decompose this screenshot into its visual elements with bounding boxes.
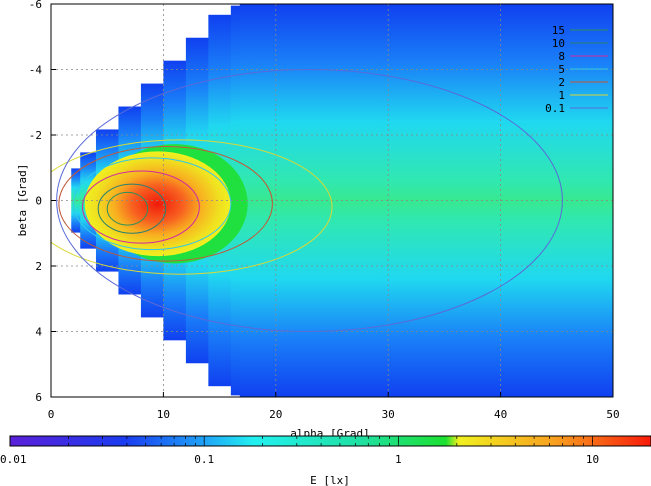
colorbar-label: E [lx] — [310, 474, 350, 486]
legend-label: 15 — [552, 24, 565, 37]
contour-10 — [97, 183, 167, 234]
heatmap-strip — [249, 4, 262, 397]
contour-0.1 — [56, 69, 563, 332]
y-tick-label: -6 — [29, 0, 42, 11]
legend-label: 2 — [558, 76, 565, 89]
contour-5 — [72, 157, 232, 251]
y-tick-label: -4 — [29, 64, 43, 77]
contour-2 — [58, 145, 273, 262]
colorbar-tick-label: 10 — [586, 453, 599, 466]
y-tick-label: 0 — [35, 195, 42, 208]
heatmap-strip — [545, 4, 613, 397]
legend-label: 5 — [558, 63, 565, 76]
heatmap-strip — [71, 168, 81, 233]
colorbar — [9, 435, 651, 447]
legend-label: 8 — [558, 50, 565, 63]
legend-label: 0.1 — [545, 102, 565, 115]
heatmap-strip — [347, 4, 370, 397]
y-tick-label: -2 — [29, 129, 42, 142]
x-tick-label: 20 — [269, 408, 282, 421]
heatmap-strip — [272, 4, 286, 397]
x-tick-label: 10 — [157, 408, 170, 421]
y-tick-label: 4 — [35, 326, 42, 339]
y-axis-label: beta [Grad] — [16, 164, 29, 237]
contour-8 — [81, 170, 200, 244]
heatmap-strip — [298, 4, 314, 397]
colorbar-ticks: 0.01 0.1 1 10 — [0, 436, 651, 466]
x-tick-label: 30 — [382, 408, 395, 421]
x-axis-ticks: 0 10 20 30 40 50 — [48, 392, 620, 421]
x-tick-label: 0 — [48, 408, 55, 421]
legend-label: 1 — [558, 89, 565, 102]
colorbar-tick-label: 0.01 — [0, 453, 27, 466]
colorbar-tick-label: 1 — [395, 453, 402, 466]
contour-15 — [106, 191, 149, 226]
legend-label: 10 — [552, 37, 565, 50]
core-region-2 — [84, 151, 231, 257]
contour-1 — [51, 139, 333, 275]
x-tick-label: 40 — [494, 408, 507, 421]
y-axis-ticks: -6 -4 -2 0 2 4 6 — [29, 0, 56, 404]
contour-lines — [51, 69, 563, 332]
y-tick-label: 6 — [35, 391, 42, 404]
heatmap-strip — [328, 4, 349, 397]
colorbar-tick-label: 0.1 — [194, 453, 214, 466]
y-tick-label: 2 — [35, 260, 42, 273]
x-tick-label: 50 — [606, 408, 619, 421]
heatmap-strip — [444, 4, 475, 397]
